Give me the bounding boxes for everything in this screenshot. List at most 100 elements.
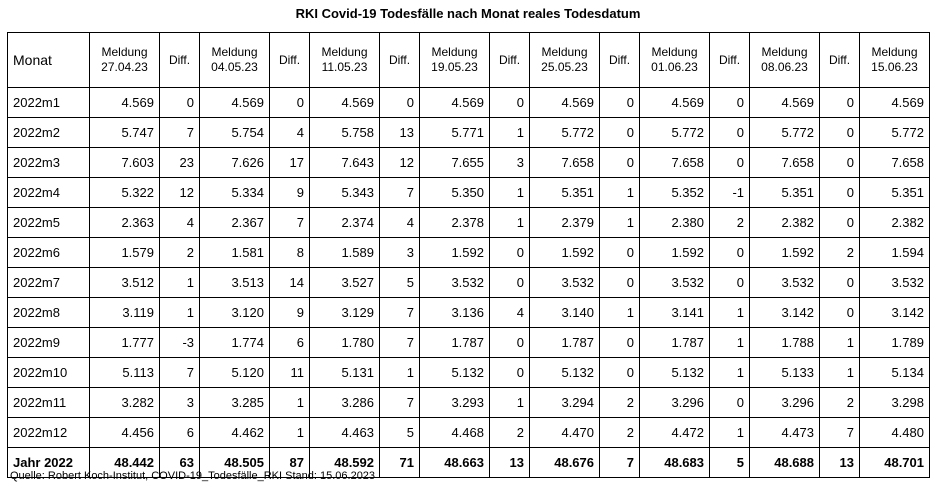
diff-cell: 1	[489, 207, 530, 238]
diff-cell: 1	[709, 417, 750, 448]
meldung-cell: 4.569	[639, 87, 710, 118]
header-meldung: Meldung 15.06.23	[859, 32, 930, 88]
meldung-cell: 1.592	[749, 237, 820, 268]
meldung-cell: 1.581	[199, 237, 270, 268]
meldung-cell: 5.350	[419, 177, 490, 208]
meldung-cell: 3.119	[89, 297, 160, 328]
row-label: 2022m5	[7, 207, 90, 238]
meldung-cell: 2.374	[309, 207, 380, 238]
diff-cell: 3	[159, 387, 200, 418]
diff-cell: 7	[379, 387, 420, 418]
meldung-cell: 1.592	[639, 237, 710, 268]
row-label: 2022m12	[7, 417, 90, 448]
diff-cell: 1	[159, 297, 200, 328]
diff-cell: 0	[709, 387, 750, 418]
meldung-cell: 5.758	[309, 117, 380, 148]
meldung-cell: 4.569	[529, 87, 600, 118]
diff-cell: 0	[819, 297, 860, 328]
row-label: 2022m9	[7, 327, 90, 358]
diff-cell: 1	[489, 177, 530, 208]
header-monat: Monat	[7, 32, 90, 88]
diff-cell: 1	[819, 327, 860, 358]
meldung-cell: 5.113	[89, 357, 160, 388]
meldung-cell: 1.594	[859, 237, 930, 268]
meldung-cell: 1.787	[419, 327, 490, 358]
meldung-cell: 7.658	[749, 147, 820, 178]
meldung-cell: 3.120	[199, 297, 270, 328]
meldung-cell: 7.643	[309, 147, 380, 178]
meldung-cell: 4.473	[749, 417, 820, 448]
meldung-cell: 5.772	[639, 117, 710, 148]
diff-cell: 1	[599, 177, 640, 208]
meldung-cell: 2.382	[859, 207, 930, 238]
row-label: 2022m2	[7, 117, 90, 148]
diff-cell: 0	[159, 87, 200, 118]
diff-cell: 2	[599, 417, 640, 448]
diff-cell: 0	[709, 87, 750, 118]
meldung-cell: 3.532	[859, 267, 930, 298]
header-meldung: Meldung 27.04.23	[89, 32, 160, 88]
diff-cell: 4	[269, 117, 310, 148]
diff-cell: 2	[599, 387, 640, 418]
meldung-cell: 2.363	[89, 207, 160, 238]
row-label: 2022m8	[7, 297, 90, 328]
meldung-cell: 48.676	[529, 447, 600, 478]
meldung-cell: 5.131	[309, 357, 380, 388]
diff-cell: 0	[489, 327, 530, 358]
diff-cell: 1	[489, 387, 530, 418]
diff-cell: 0	[709, 117, 750, 148]
table-row: 2022m2 5.747 7 5.754 4 5.758 13 5.771 1 5.772 0 5.7…	[7, 117, 930, 148]
meldung-cell: 7.603	[89, 147, 160, 178]
header-meldung: Meldung 04.05.23	[199, 32, 270, 88]
meldung-cell: 4.569	[749, 87, 820, 118]
meldung-cell: 5.772	[529, 117, 600, 148]
diff-cell: 7	[599, 447, 640, 478]
row-label: 2022m11	[7, 387, 90, 418]
meldung-cell: 1.592	[419, 237, 490, 268]
header-diff: Diff.	[379, 32, 420, 88]
meldung-cell: 3.532	[419, 267, 490, 298]
meldung-cell: 3.140	[529, 297, 600, 328]
meldung-cell: 5.132	[639, 357, 710, 388]
row-label: 2022m6	[7, 237, 90, 268]
diff-cell: 7	[379, 327, 420, 358]
meldung-cell: 3.141	[639, 297, 710, 328]
meldung-cell: 3.296	[639, 387, 710, 418]
diff-cell: 0	[819, 267, 860, 298]
meldung-cell: 4.456	[89, 417, 160, 448]
diff-cell: 1	[709, 357, 750, 388]
diff-cell: 0	[599, 117, 640, 148]
meldung-cell: 48.663	[419, 447, 490, 478]
diff-cell: 0	[599, 327, 640, 358]
meldung-cell: 5.772	[749, 117, 820, 148]
table-row: 2022m11 3.282 3 3.285 1 3.286 7 3.293 1 3.294 2 3.2…	[7, 387, 930, 418]
table-row: 2022m6 1.579 2 1.581 8 1.589 3 1.592 0 1.592 0 1.59…	[7, 237, 930, 268]
meldung-cell: 3.532	[529, 267, 600, 298]
meldung-cell: 3.513	[199, 267, 270, 298]
diff-cell: 1	[599, 207, 640, 238]
diff-cell: 0	[489, 237, 530, 268]
meldung-cell: 5.132	[419, 357, 490, 388]
diff-cell: 12	[159, 177, 200, 208]
meldung-cell: 1.789	[859, 327, 930, 358]
diff-cell: 2	[489, 417, 530, 448]
meldung-cell: 4.463	[309, 417, 380, 448]
meldung-cell: 5.133	[749, 357, 820, 388]
diff-cell: 5	[379, 417, 420, 448]
meldung-cell: 1.787	[529, 327, 600, 358]
meldung-cell: 7.655	[419, 147, 490, 178]
diff-cell: 3	[489, 147, 530, 178]
header-meldung: Meldung 25.05.23	[529, 32, 600, 88]
diff-cell: 0	[819, 147, 860, 178]
meldung-cell: 2.378	[419, 207, 490, 238]
table-row: 2022m5 2.363 4 2.367 7 2.374 4 2.378 1 2.379 1 2.38…	[7, 207, 930, 238]
diff-cell: 0	[819, 207, 860, 238]
meldung-cell: 1.777	[89, 327, 160, 358]
meldung-cell: 4.569	[199, 87, 270, 118]
diff-cell: -1	[709, 177, 750, 208]
meldung-cell: 5.132	[529, 357, 600, 388]
meldung-cell: 2.380	[639, 207, 710, 238]
header-meldung: Meldung 08.06.23	[749, 32, 820, 88]
meldung-cell: 5.343	[309, 177, 380, 208]
header-meldung: Meldung 11.05.23	[309, 32, 380, 88]
